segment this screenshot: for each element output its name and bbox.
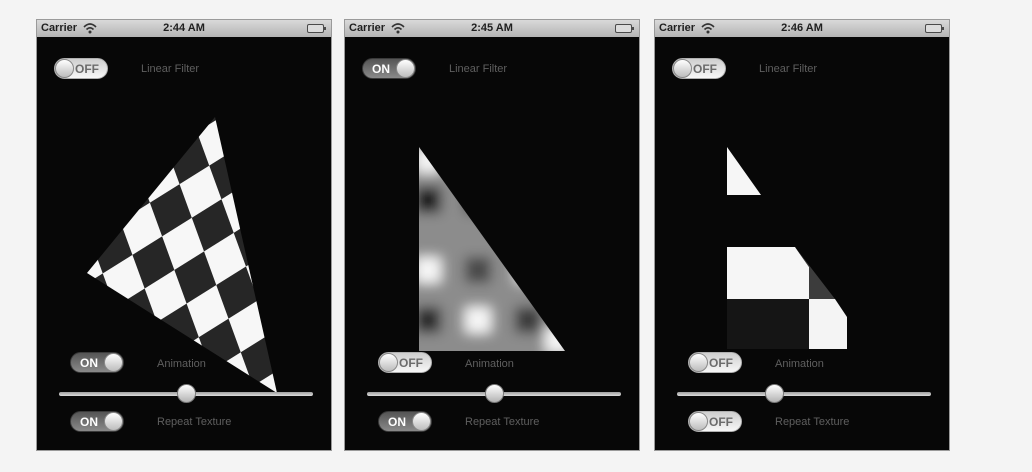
clock-label: 2:46 AM	[781, 22, 823, 34]
status-bar: Carrier 2:44 AM	[37, 20, 331, 38]
texture-fragment	[727, 299, 809, 349]
animation-label: Animation	[157, 358, 206, 370]
toggle-state: OFF	[399, 356, 423, 370]
repeat-texture-label: Repeat Texture	[157, 416, 232, 428]
toggle-state: ON	[80, 415, 98, 429]
toggle-state: OFF	[709, 415, 733, 429]
slider-thumb[interactable]	[177, 384, 196, 403]
clock-label: 2:44 AM	[163, 22, 205, 34]
texture-scene	[345, 37, 639, 450]
battery-icon	[615, 24, 634, 33]
texture-fragment	[727, 147, 761, 195]
animation-toggle[interactable]: ON	[70, 352, 124, 373]
toggle-state: OFF	[75, 62, 99, 76]
toggle-knob	[673, 59, 692, 78]
toggle-state: ON	[372, 62, 390, 76]
slider-thumb[interactable]	[764, 384, 784, 403]
toggle-state: OFF	[709, 356, 733, 370]
carrier-label: Carrier	[659, 22, 696, 34]
toggle-knob	[412, 412, 431, 431]
linear-filter-toggle[interactable]: ON	[362, 58, 416, 79]
carrier-label: Carrier	[349, 22, 386, 34]
repeat-texture-label: Repeat Texture	[775, 416, 850, 428]
linear-filter-label: Linear Filter	[759, 63, 818, 75]
carrier-label: Carrier	[41, 22, 78, 34]
speed-slider[interactable]	[367, 384, 621, 403]
repeat-texture-toggle[interactable]: ON	[378, 411, 432, 432]
toggle-state: OFF	[693, 62, 717, 76]
linear-filter-toggle[interactable]: OFF	[54, 58, 108, 79]
wifi-icon	[701, 23, 715, 34]
toggle-knob	[689, 412, 708, 431]
toggle-knob	[104, 353, 123, 372]
wifi-icon	[391, 23, 405, 34]
texture-fragment	[795, 247, 835, 299]
texture-scene	[655, 37, 949, 450]
toggle-state: ON	[388, 415, 406, 429]
animation-label: Animation	[465, 358, 514, 370]
speed-slider[interactable]	[677, 384, 931, 403]
wifi-icon	[83, 23, 97, 34]
toggle-knob	[396, 59, 415, 78]
texture-scene	[37, 37, 331, 450]
slider-thumb[interactable]	[485, 384, 504, 403]
linear-filter-label: Linear Filter	[141, 63, 200, 75]
speed-slider[interactable]	[59, 384, 313, 403]
repeat-texture-toggle[interactable]: ON	[70, 411, 124, 432]
linear-filter-toggle[interactable]: OFF	[672, 58, 726, 79]
toggle-knob	[379, 353, 398, 372]
phone-screen-3: Carrier 2:46 AM OFF Linear Filter OFF An…	[655, 20, 949, 450]
animation-toggle[interactable]: OFF	[688, 352, 742, 373]
toggle-knob	[104, 412, 123, 431]
clock-label: 2:45 AM	[471, 22, 513, 34]
texture-fragment	[727, 247, 809, 299]
battery-icon	[925, 24, 944, 33]
phone-screen-2: Carrier 2:45 AM	[345, 20, 639, 450]
status-bar: Carrier 2:45 AM	[345, 20, 639, 38]
repeat-texture-toggle[interactable]: OFF	[688, 411, 742, 432]
linear-filter-label: Linear Filter	[449, 63, 508, 75]
status-bar: Carrier 2:46 AM	[655, 20, 949, 38]
animation-toggle[interactable]: OFF	[378, 352, 432, 373]
toggle-knob	[689, 353, 708, 372]
toggle-state: ON	[80, 356, 98, 370]
texture-fragment	[809, 299, 847, 349]
toggle-knob	[55, 59, 74, 78]
animation-label: Animation	[775, 358, 824, 370]
phone-screen-1: Carrier 2:44 AM OFF Linear Filter ON	[37, 20, 331, 450]
battery-icon	[307, 24, 326, 33]
repeat-texture-label: Repeat Texture	[465, 416, 540, 428]
